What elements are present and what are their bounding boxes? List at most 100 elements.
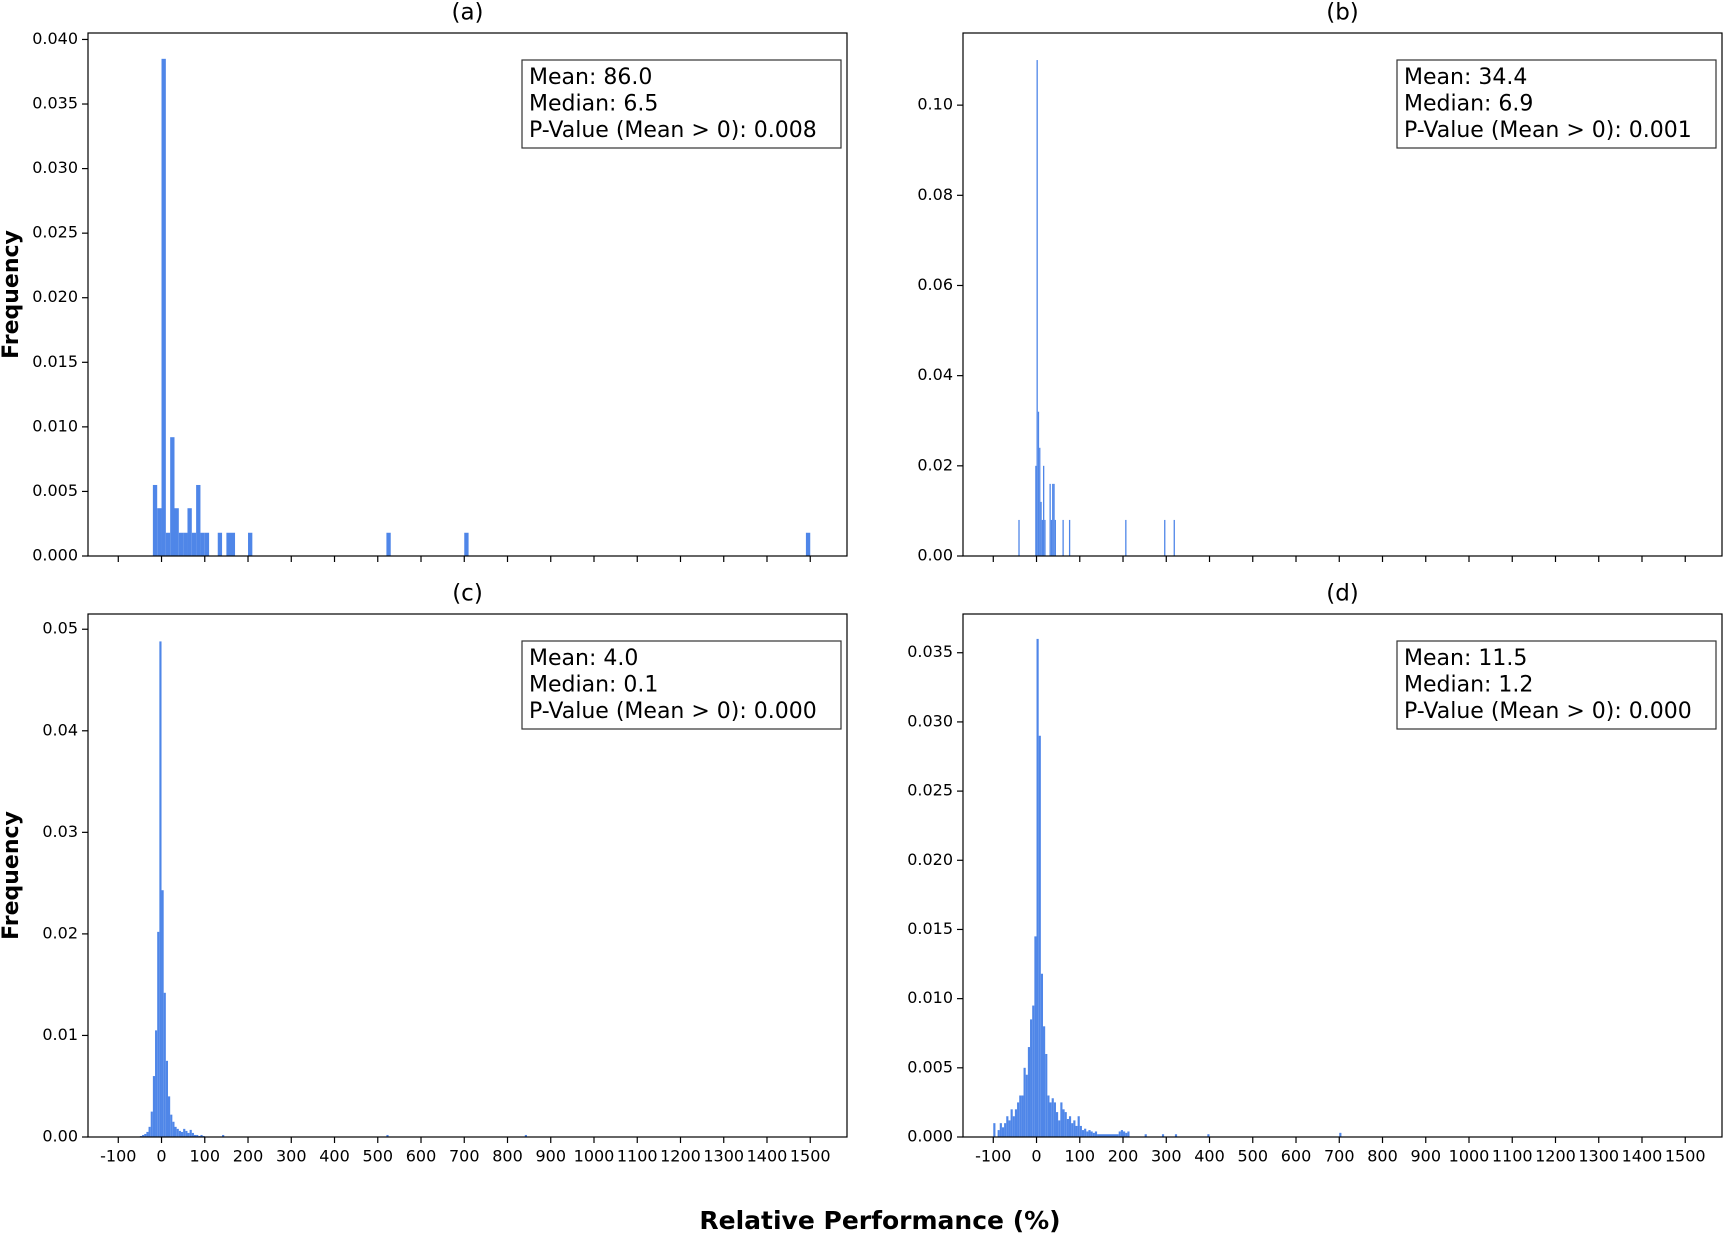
axes-frame bbox=[87, 613, 848, 1138]
y-tick-label: 0.025 bbox=[907, 781, 953, 800]
bar bbox=[1054, 519, 1056, 556]
bar bbox=[1044, 519, 1046, 556]
bar bbox=[204, 532, 210, 556]
bar bbox=[1097, 1134, 1119, 1137]
bar bbox=[146, 1131, 149, 1137]
x-tick-label: 500 bbox=[362, 1147, 393, 1166]
bar bbox=[1014, 1109, 1018, 1137]
bar bbox=[152, 1076, 156, 1137]
x-tick-label: 1300 bbox=[703, 1147, 744, 1166]
bar bbox=[1077, 1116, 1080, 1137]
stats-text: Median: 0.1 bbox=[529, 673, 658, 698]
y-tick-label: 0.010 bbox=[32, 416, 78, 435]
bar bbox=[1051, 1098, 1054, 1137]
bar bbox=[1060, 1102, 1063, 1137]
bar bbox=[1004, 1123, 1007, 1137]
x-tick-label: 1500 bbox=[1665, 1147, 1706, 1166]
x-tick-label: 200 bbox=[233, 1147, 264, 1166]
x-tick-label: 400 bbox=[1194, 1147, 1225, 1166]
bar bbox=[1125, 1132, 1128, 1137]
x-tick-label: 900 bbox=[535, 1147, 566, 1166]
bar bbox=[1001, 1127, 1005, 1137]
bar bbox=[1010, 1109, 1013, 1137]
bar bbox=[1084, 1128, 1087, 1137]
stats-text: Mean: 11.5 bbox=[1404, 646, 1527, 671]
y-tick-label: 0.06 bbox=[917, 275, 953, 294]
bar bbox=[1053, 1102, 1056, 1137]
bar bbox=[161, 890, 164, 1137]
bar bbox=[174, 508, 179, 556]
bar bbox=[1043, 1026, 1046, 1137]
axes-frame bbox=[962, 32, 1723, 557]
x-tick-label: 0 bbox=[156, 1147, 166, 1166]
x-tick-label: 0 bbox=[1031, 1147, 1041, 1166]
y-tick-label: 0.010 bbox=[907, 988, 953, 1007]
bar bbox=[1034, 936, 1037, 1137]
bar bbox=[217, 532, 223, 556]
stats-text: P-Value (Mean > 0): 0.008 bbox=[529, 118, 817, 143]
x-tick-label: 1300 bbox=[1578, 1147, 1619, 1166]
bar bbox=[386, 532, 391, 556]
bar bbox=[1012, 1116, 1015, 1137]
bar bbox=[172, 1121, 175, 1137]
y-axis-label: Frequency bbox=[0, 811, 24, 940]
y-tick-label: 0.000 bbox=[907, 1127, 953, 1146]
bar bbox=[165, 532, 171, 556]
bar bbox=[386, 1134, 389, 1137]
stats-text: P-Value (Mean > 0): 0.001 bbox=[1404, 118, 1692, 143]
bar bbox=[152, 484, 158, 556]
y-tick-label: 0.020 bbox=[32, 287, 78, 306]
y-tick-label: 0.05 bbox=[42, 619, 78, 638]
bar bbox=[1006, 1116, 1009, 1137]
bar bbox=[1055, 1112, 1059, 1137]
bar bbox=[159, 641, 162, 1137]
y-tick-label: 0.01 bbox=[42, 1025, 78, 1044]
stats-box bbox=[1396, 640, 1717, 730]
bar bbox=[805, 532, 811, 556]
y-tick-label: 0.025 bbox=[32, 223, 78, 242]
y-tick-label: 0.04 bbox=[917, 365, 953, 384]
stats-text: Median: 6.5 bbox=[529, 92, 658, 117]
bar bbox=[1064, 1112, 1067, 1137]
axes-frame bbox=[87, 32, 848, 557]
x-tick-label: 1400 bbox=[747, 1147, 788, 1166]
stats-text: Mean: 4.0 bbox=[529, 646, 638, 671]
bar bbox=[174, 1126, 177, 1137]
bar bbox=[144, 1133, 147, 1137]
subplot: (d) 0.000 0.005 0.010 0.015 0.020 0.025 0.030 0.… bbox=[907, 581, 1723, 1166]
x-tick-label: 800 bbox=[492, 1147, 523, 1166]
bar bbox=[200, 1134, 203, 1137]
stats-box bbox=[1396, 59, 1717, 149]
bar bbox=[1019, 1095, 1022, 1137]
x-tick-label: 1000 bbox=[574, 1147, 615, 1166]
bar bbox=[1043, 465, 1045, 556]
x-tick-label: -100 bbox=[100, 1147, 136, 1166]
bar bbox=[1062, 1109, 1065, 1137]
subplot-title: (d) bbox=[1326, 581, 1359, 607]
bar bbox=[1092, 1132, 1095, 1137]
bar bbox=[1030, 1019, 1033, 1137]
bar bbox=[183, 532, 188, 556]
bar bbox=[997, 1130, 1000, 1137]
bar bbox=[226, 532, 236, 556]
bar bbox=[1040, 501, 1042, 556]
bar bbox=[1161, 1134, 1165, 1137]
bar bbox=[1081, 1130, 1085, 1137]
bar bbox=[1023, 1067, 1026, 1137]
bar bbox=[1035, 465, 1037, 556]
bar bbox=[193, 1134, 197, 1137]
x-tick-label: 900 bbox=[1410, 1147, 1441, 1166]
bar bbox=[180, 1131, 184, 1137]
x-tick-label: 100 bbox=[1064, 1147, 1095, 1166]
x-tick-label: 700 bbox=[449, 1147, 480, 1166]
bar bbox=[178, 1130, 181, 1137]
bar bbox=[1075, 1125, 1078, 1137]
bar bbox=[191, 532, 197, 556]
y-tick-label: 0.03 bbox=[42, 822, 78, 841]
bar bbox=[1008, 1120, 1011, 1137]
stats-text: P-Value (Mean > 0): 0.000 bbox=[1404, 699, 1692, 724]
x-tick-label: 1100 bbox=[617, 1147, 658, 1166]
bar bbox=[163, 992, 166, 1137]
bar bbox=[1088, 1130, 1091, 1137]
